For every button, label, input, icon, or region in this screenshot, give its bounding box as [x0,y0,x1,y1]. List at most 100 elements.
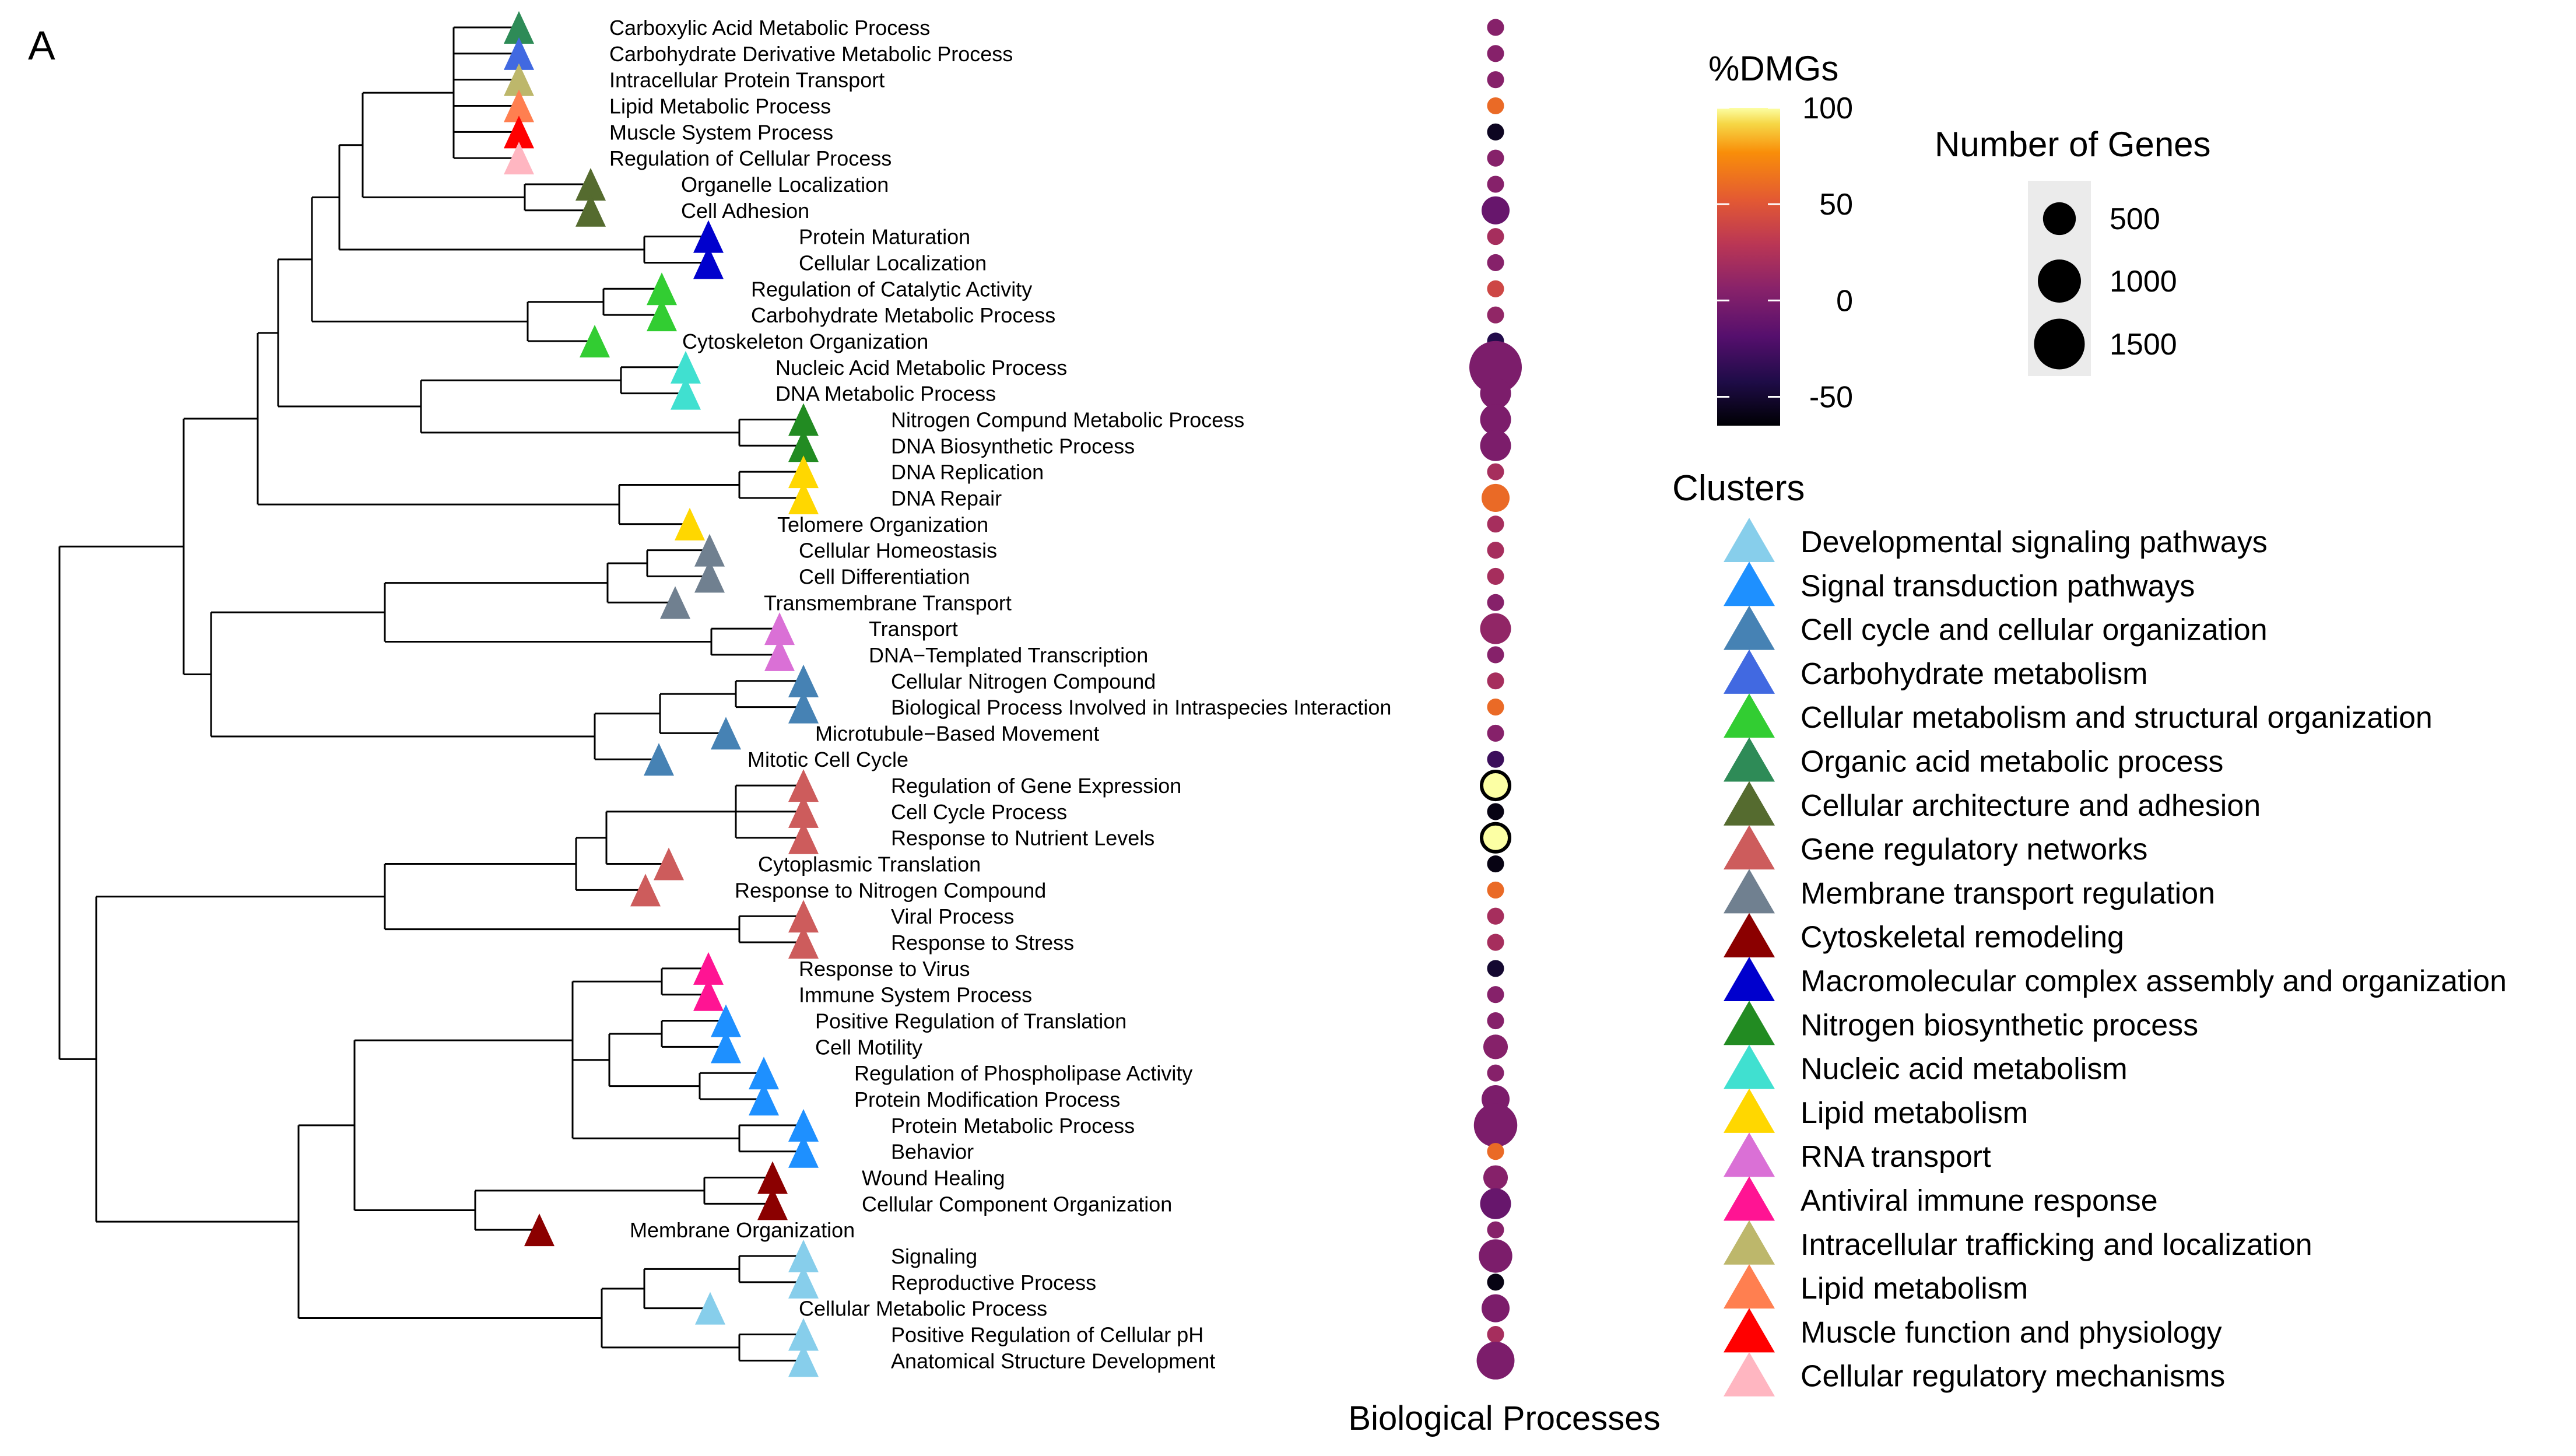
cluster-legend-triangle [1724,1132,1775,1177]
process-label: DNA−Templated Transcription [869,643,1148,667]
bubble [1487,19,1504,36]
size-legend-dot [2038,259,2081,303]
cluster-triangle [788,429,819,462]
cluster-legend-triangle [1724,1264,1775,1309]
process-label: Cellular Homeostasis [799,539,997,563]
cluster-legend-label: Lipid metabolism [1801,1272,2028,1306]
cluster-triangle [788,690,819,724]
process-label: Wound Healing [862,1166,1005,1190]
process-label: Transmembrane Transport [764,591,1012,615]
process-label: Anatomical Structure Development [891,1349,1215,1373]
cluster-triangle [711,717,741,750]
process-label: Regulation of Catalytic Activity [751,277,1032,301]
bubble [1473,1103,1518,1148]
process-label: Cellular Component Organization [862,1192,1172,1216]
cluster-legend-label: Muscle function and physiology [1801,1315,2222,1349]
cluster-legend-label: Intracellular trafficking and localizati… [1801,1228,2312,1262]
cluster-triangle [788,795,819,828]
cluster-legend-label: RNA transport [1801,1140,1991,1174]
cluster-triangle [695,1292,725,1325]
size-legend-title: Number of Genes [1935,125,2211,164]
bubble [1476,1341,1515,1380]
cluster-legend-label: Gene regulatory networks [1801,833,2147,866]
cluster-legend-triangle [1724,913,1775,957]
bubble [1487,176,1504,193]
size-legend: Number of Genes 500 1000 1500 [1935,125,2211,376]
cluster-legend-triangle [1724,1001,1775,1045]
cluster-triangle [788,1265,819,1299]
cluster-legend-triangle [1724,1308,1775,1353]
bubble [1487,724,1504,742]
dendrogram [58,26,803,1362]
process-label: Protein Metabolic Process [891,1114,1135,1138]
bubble [1487,280,1504,297]
cluster-legend-label: Cytoskeletal remodeling [1801,921,2124,955]
colorbar-legend: %DMGs 100 50 0 -50 [1708,49,1853,426]
cluster-triangle [504,63,534,96]
clusters-legend-title: Clusters [1672,468,1805,508]
bubble [1487,750,1504,768]
process-label: Lipid Metabolic Process [609,94,831,118]
cluster-legend-triangle [1724,518,1775,562]
bubble [1487,1221,1504,1239]
x-axis-label: Biological Processes [1348,1399,1660,1437]
bubble-column [1469,19,1522,1380]
cluster-triangle [524,1213,554,1247]
cluster-legend-triangle [1724,957,1775,1001]
process-label: Cell Cycle Process [891,800,1067,824]
bubble [1479,1239,1512,1273]
bubble [1487,699,1504,716]
process-label: DNA Biosynthetic Process [891,434,1135,458]
process-label: Response to Nitrogen Compound [735,878,1046,902]
bubble [1487,149,1504,167]
process-label: Signaling [891,1244,977,1268]
process-label: Positive Regulation of Cellular pH [891,1323,1203,1347]
cluster-triangle [575,167,606,201]
size-legend-label: 1500 [2110,328,2177,362]
process-label: Nucleic Acid Metabolic Process [775,356,1067,380]
cluster-legend-label: Cellular regulatory mechanisms [1801,1360,2225,1394]
process-label: DNA Replication [891,460,1044,484]
process-label: Cell Adhesion [681,199,809,223]
cluster-triangle [711,1030,741,1064]
panel-label: A [28,23,55,68]
cluster-triangle [711,1004,741,1037]
bubble [1487,803,1504,820]
process-label: Carboxylic Acid Metabolic Process [609,16,930,40]
process-label: Carbohydrate Metabolic Process [751,303,1055,327]
bubble [1487,228,1504,245]
process-label: Regulation of Cellular Process [609,146,892,170]
cluster-triangle [788,900,819,933]
colorbar-tick-label: 100 [1802,92,1853,125]
process-label: Protein Maturation [799,225,970,249]
bubble [1487,960,1504,977]
cluster-triangle [788,455,819,489]
cluster-triangle [630,873,661,907]
cluster-legend-label: Antiviral immune response [1801,1184,2158,1218]
process-label: Regulation of Gene Expression [891,774,1181,798]
process-label: Telomere Organization [777,513,988,536]
cluster-legend-triangle [1724,1044,1775,1089]
process-label: Viral Process [891,904,1014,928]
process-label: Cellular Metabolic Process [799,1297,1047,1321]
cluster-legend-label: Nucleic acid metabolism [1801,1052,2128,1086]
cluster-triangle [788,821,819,854]
cluster-legend-label: Nitrogen biosynthetic process [1801,1008,2198,1042]
cluster-triangle [504,37,534,70]
cluster-triangle [693,978,724,1011]
process-labels: Carboxylic Acid Metabolic Process Carbohy… [609,16,1391,1373]
cluster-legend-label: Lipid metabolism [1801,1096,2028,1130]
cluster-legend-triangle [1724,693,1775,738]
process-label: Cellular Localization [799,251,987,275]
bubble [1481,1294,1510,1322]
process-label: Positive Regulation of Translation [815,1009,1126,1033]
size-legend-dot [2034,318,2085,370]
bubble [1487,594,1504,611]
cluster-legend-label: Cell cycle and cellular organization [1801,613,2268,647]
process-label: Mitotic Cell Cycle [747,748,908,771]
process-label: DNA Repair [891,486,1002,510]
cluster-triangle [675,507,705,541]
cluster-legend-triangle [1724,1220,1775,1265]
cluster-legend-triangle [1724,1352,1775,1397]
cluster-triangle [647,272,677,306]
